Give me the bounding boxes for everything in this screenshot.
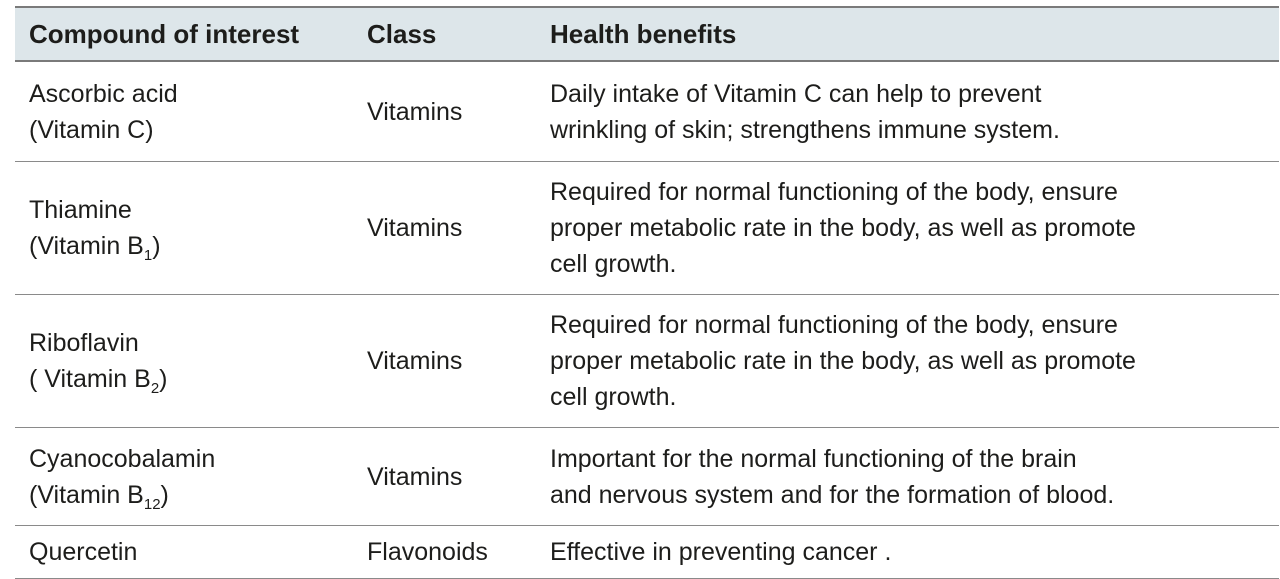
header-class: Class bbox=[367, 19, 437, 49]
class-cell: Vitamins bbox=[367, 214, 463, 242]
benefit-line: Important for the normal functioning of … bbox=[550, 444, 1077, 473]
header-compound: Compound of interest bbox=[29, 19, 300, 49]
benefit-line: proper metabolic rate in the body, as we… bbox=[550, 214, 1136, 242]
table-header-row: Compound of interest Class Health benefi… bbox=[15, 6, 1279, 62]
benefit-cell: Important for the normal functioning of … bbox=[534, 441, 1279, 513]
class-cell: Vitamins bbox=[367, 347, 463, 375]
compound-vitamin-text: (Vitamin B bbox=[29, 480, 144, 509]
compound-vitamin-close: ) bbox=[159, 365, 168, 393]
compound-cell: Thiamine (Vitamin B1) bbox=[15, 192, 351, 264]
compound-vitamin: (Vitamin B1) bbox=[29, 228, 351, 264]
table-row: Ascorbic acid (Vitamin C) Vitamins Daily… bbox=[15, 62, 1279, 162]
compound-name: Cyanocobalamin bbox=[29, 444, 216, 473]
compound-vitamin: (Vitamin C) bbox=[29, 112, 351, 148]
compound-vitamin-text: ( Vitamin B bbox=[29, 365, 151, 393]
vitamin-subscript: 2 bbox=[150, 380, 160, 397]
benefit-line: proper metabolic rate in the body, as we… bbox=[550, 347, 1136, 375]
benefit-line: cell growth. bbox=[550, 383, 677, 411]
compound-cell: Riboflavin ( Vitamin B2) bbox=[15, 325, 351, 397]
compound-name: Ascorbic acid bbox=[29, 79, 178, 108]
compound-vitamin: (Vitamin B12) bbox=[29, 477, 351, 513]
compound-vitamin-text: (Vitamin B bbox=[29, 232, 144, 260]
compound-name: Quercetin bbox=[29, 538, 138, 566]
vitamin-subscript: 12 bbox=[143, 495, 161, 513]
compound-cell: Quercetin bbox=[15, 534, 351, 570]
compound-vitamin-text: (Vitamin C) bbox=[29, 115, 154, 144]
benefit-line: Daily intake of Vitamin C can help to pr… bbox=[550, 79, 1042, 108]
compound-vitamin-close: ) bbox=[160, 480, 169, 509]
class-cell: Vitamins bbox=[367, 97, 463, 126]
header-health-benefits: Health benefits bbox=[550, 19, 737, 49]
benefit-line: Required for normal functioning of the b… bbox=[550, 178, 1118, 206]
class-cell: Vitamins bbox=[367, 462, 463, 491]
benefit-cell: Effective in preventing cancer . bbox=[534, 534, 1279, 570]
compound-cell: Cyanocobalamin (Vitamin B12) bbox=[15, 441, 351, 513]
compound-name: Thiamine bbox=[29, 196, 132, 224]
table-row: Thiamine (Vitamin B1) Vitamins Required … bbox=[15, 162, 1279, 295]
benefit-line: Required for normal functioning of the b… bbox=[550, 311, 1118, 339]
compound-cell: Ascorbic acid (Vitamin C) bbox=[15, 76, 351, 148]
benefit-cell: Required for normal functioning of the b… bbox=[534, 307, 1279, 415]
compounds-table: Compound of interest Class Health benefi… bbox=[15, 6, 1279, 579]
compound-name: Riboflavin bbox=[29, 329, 139, 357]
compound-vitamin: ( Vitamin B2) bbox=[29, 361, 351, 397]
benefit-line: wrinkling of skin; strengthens immune sy… bbox=[550, 115, 1060, 144]
benefit-line: Effective in preventing cancer . bbox=[550, 538, 892, 566]
table-row: Quercetin Flavonoids Effective in preven… bbox=[15, 526, 1279, 579]
class-cell: Flavonoids bbox=[367, 538, 488, 566]
table-row: Riboflavin ( Vitamin B2) Vitamins Requir… bbox=[15, 295, 1279, 428]
benefit-cell: Required for normal functioning of the b… bbox=[534, 174, 1279, 282]
benefit-cell: Daily intake of Vitamin C can help to pr… bbox=[534, 76, 1279, 148]
table-row: Cyanocobalamin (Vitamin B12) Vitamins Im… bbox=[15, 428, 1279, 526]
benefit-line: and nervous system and for the formation… bbox=[550, 480, 1115, 509]
compound-vitamin-close: ) bbox=[152, 232, 161, 260]
vitamin-subscript: 1 bbox=[143, 247, 153, 264]
benefit-line: cell growth. bbox=[550, 250, 677, 278]
